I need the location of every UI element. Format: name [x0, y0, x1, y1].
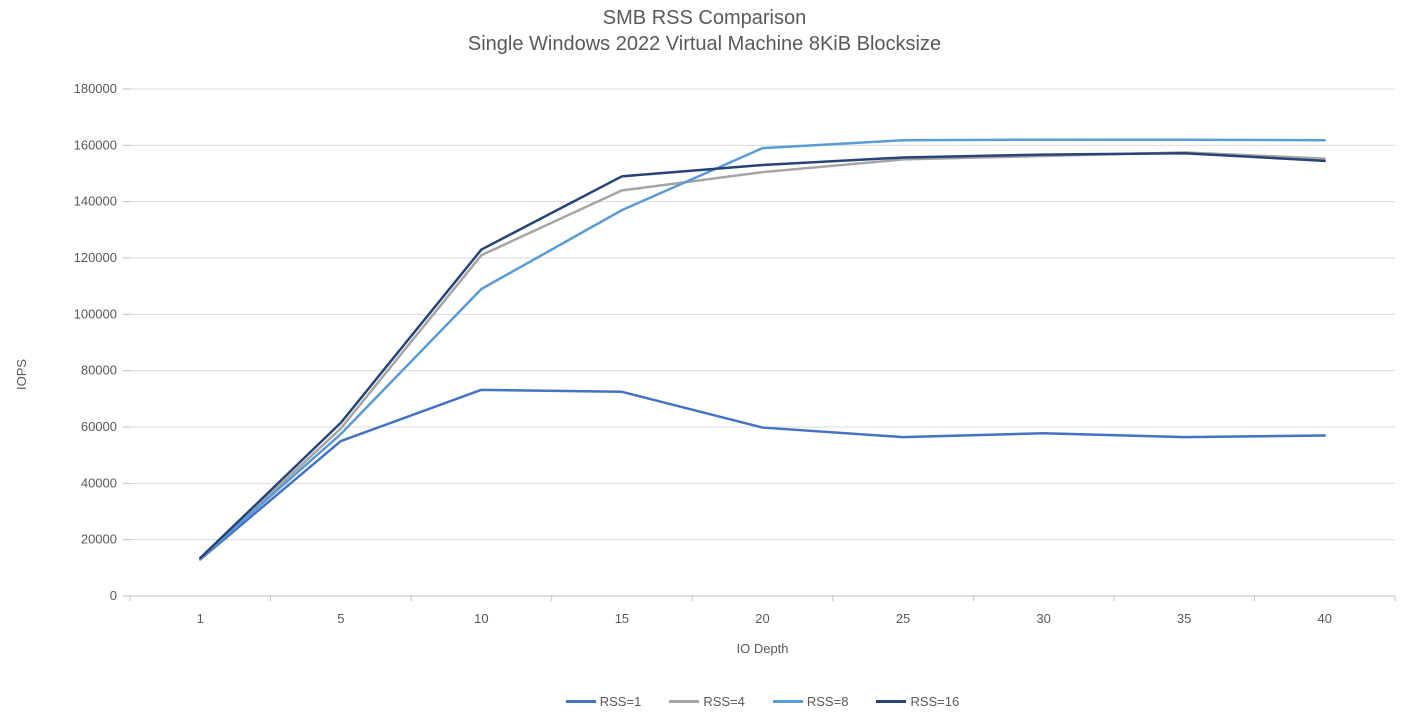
- y-tick-label: 160000: [74, 137, 117, 152]
- series-line-rss-16: [199, 151, 1326, 560]
- x-tick-label: 25: [896, 611, 910, 626]
- x-tick-label: 5: [337, 611, 344, 626]
- y-tick-label: 40000: [81, 475, 117, 490]
- legend-swatch: [565, 700, 596, 703]
- x-tick-label: 30: [1036, 611, 1050, 626]
- chart-title: SMB RSS Comparison: [602, 7, 807, 29]
- legend: RSS=1 RSS=4 RSS=8 RSS=16: [130, 694, 1395, 709]
- x-tick-label: 40: [1317, 611, 1331, 626]
- legend-item-rss-8: RSS=8: [772, 694, 849, 709]
- legend-label: RSS=1: [599, 694, 642, 709]
- y-tick-label: 80000: [81, 363, 117, 378]
- x-tick-label: 35: [1177, 611, 1191, 626]
- legend-label: RSS=16: [910, 694, 960, 709]
- legend-swatch: [876, 700, 907, 703]
- x-tick-label: 10: [474, 611, 488, 626]
- y-tick-label: 120000: [74, 250, 117, 265]
- legend-label: RSS=8: [806, 694, 849, 709]
- y-tick-label: 60000: [81, 419, 117, 434]
- legend-swatch: [772, 700, 803, 703]
- x-axis-title: IO Depth: [736, 641, 789, 656]
- y-tick-label: 0: [110, 588, 117, 603]
- legend-item-rss-16: RSS=16: [876, 694, 959, 709]
- y-axis-title: IOPS: [14, 358, 29, 390]
- x-tick-label: 1: [197, 611, 204, 626]
- x-tick-label: 15: [615, 611, 629, 626]
- legend-item-rss-1: RSS=1: [565, 694, 642, 709]
- y-tick-label: 100000: [74, 306, 117, 321]
- chart-subtitle: Single Windows 2022 Virtual Machine 8KiB…: [467, 33, 942, 55]
- y-tick-label: 180000: [74, 81, 117, 96]
- legend-label: RSS=4: [703, 694, 745, 709]
- y-tick-label: 140000: [74, 194, 117, 209]
- series-line-rss-8: [199, 138, 1326, 560]
- x-tick-label: 20: [755, 611, 769, 626]
- legend-swatch: [669, 700, 700, 703]
- legend-item-rss-4: RSS=4: [669, 694, 745, 709]
- series-line-rss-1: [199, 388, 1326, 561]
- series-line-rss-4: [199, 151, 1326, 561]
- chart-title-block: SMB RSS Comparison Single Windows 2022 V…: [0, 5, 1409, 57]
- y-tick-label: 20000: [81, 532, 117, 547]
